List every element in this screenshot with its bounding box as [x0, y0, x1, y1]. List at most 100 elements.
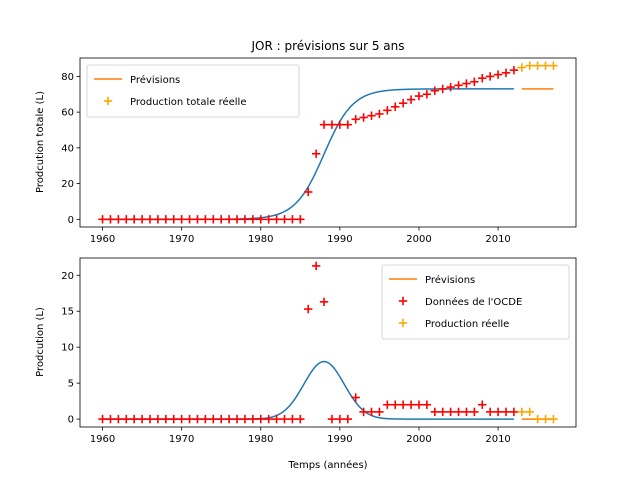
- top-oecd-point: [343, 120, 352, 129]
- bottom-oecd-point: [406, 400, 416, 409]
- bottom-oecd-point: [367, 407, 376, 417]
- bottom-xtick-label: 1960: [90, 434, 115, 445]
- bottom-xtick-label: 1990: [327, 434, 352, 445]
- top-oecd-point: [114, 215, 123, 224]
- bottom-ylabel: Prodcution (L): [35, 307, 46, 377]
- bottom-oecd-point: [351, 393, 360, 402]
- bottom-oecd-point: [185, 414, 194, 424]
- bottom-oecd-point: [383, 400, 392, 409]
- top-real-point: [533, 61, 542, 70]
- bottom-oecd-point: [327, 414, 337, 424]
- top-xtick-label: 1960: [90, 234, 115, 245]
- bottom-xtick-label: 2000: [406, 434, 431, 445]
- bottom-oecd-point: [272, 414, 281, 424]
- bottom-oecd-point: [169, 414, 178, 424]
- bottom-oecd-point: [493, 407, 503, 417]
- bottom-oecd-point: [114, 414, 123, 424]
- top-oecd-point: [485, 72, 495, 81]
- bottom-oecd-point: [509, 407, 519, 417]
- bottom-oecd-point: [224, 414, 234, 424]
- top-ytick-label: 20: [61, 179, 74, 190]
- bottom-legend: Prévisions Données de l'OCDE Production ré…: [381, 264, 570, 340]
- bottom-oecd-point: [478, 400, 487, 409]
- top-oecd-point: [161, 215, 171, 224]
- bottom-oecd-point: [129, 414, 139, 424]
- bottom-oecd-point: [311, 261, 321, 271]
- bottom-oecd-point: [256, 414, 265, 424]
- top-oecd-point: [509, 65, 519, 75]
- top-oecd-point: [209, 215, 218, 224]
- top-ytick-label: 60: [61, 108, 74, 119]
- bottom-oecd-point: [288, 414, 297, 424]
- top-ytick-label: 40: [61, 143, 74, 154]
- bottom-oecd-point: [319, 297, 329, 307]
- top-legend-label: Prévisions: [130, 74, 180, 86]
- bottom-oecd-point: [335, 414, 345, 424]
- top-oecd-point: [98, 215, 107, 224]
- bottom-axes-frame: [79, 257, 577, 428]
- bottom-xtick-label: 2010: [485, 434, 510, 445]
- top-oecd-point: [145, 215, 155, 224]
- bottom-oecd-point: [209, 414, 218, 424]
- bottom-oecd-point: [122, 414, 131, 424]
- top-xtick-label: 1970: [169, 234, 194, 245]
- bottom-real-point: [533, 414, 542, 424]
- top-oecd-point: [367, 111, 376, 120]
- bottom-oecd-point: [98, 414, 107, 424]
- top-xtick-label: 2000: [406, 234, 431, 245]
- bottom-oecd-point: [280, 414, 289, 424]
- top-oecd-point: [264, 215, 273, 224]
- top-legend-label: Production totale réelle: [130, 96, 246, 108]
- bottom-oecd-point: [248, 414, 258, 424]
- top-ytick-label: 0: [68, 215, 74, 226]
- top-oecd-point: [327, 120, 337, 129]
- bottom-oecd-point: [161, 414, 171, 424]
- top-oecd-point: [288, 215, 297, 224]
- bottom-oecd-point: [462, 407, 471, 417]
- top-real-point: [549, 61, 558, 70]
- top-real-point: [517, 63, 527, 72]
- bottom-real-point: [525, 407, 534, 417]
- bottom-ytick-label: 15: [61, 307, 74, 318]
- top-oecd-point: [224, 215, 234, 224]
- top-oecd-point: [217, 215, 226, 224]
- bottom-oecd-point: [398, 400, 408, 409]
- top-oecd-point: [193, 215, 202, 224]
- bottom-legend-marker-handle: [398, 318, 408, 328]
- top-axes-frame: [79, 57, 577, 228]
- chart-title: JOR : prévisions sur 5 ans: [251, 39, 405, 53]
- top-oecd-point: [311, 149, 321, 158]
- top-oecd-point: [406, 95, 416, 104]
- top-oecd-point: [256, 215, 265, 224]
- top-oecd-point: [351, 115, 360, 124]
- bottom-panel: Prodcution (L) Temps (années) 1960 1970 19…: [35, 257, 577, 471]
- bottom-oecd-point: [454, 407, 463, 417]
- bottom-legend-label: Prévisions: [425, 274, 475, 286]
- top-panel: Prodcution totale (L) 1960 1970 1980 1990 20…: [35, 57, 577, 245]
- bottom-legend-label: Données de l'OCDE: [425, 296, 522, 308]
- top-oecd-point: [232, 215, 242, 224]
- bottom-legend-box: [381, 264, 570, 340]
- bottom-real-point: [549, 414, 558, 424]
- bottom-oecd-point: [446, 407, 455, 417]
- bottom-oecd-point: [359, 407, 368, 417]
- top-oecd-point: [335, 120, 345, 129]
- top-legend-marker-handle: [103, 96, 113, 106]
- top-oecd-point: [454, 81, 463, 90]
- top-xtick-label: 2010: [485, 234, 510, 245]
- bottom-legend-marker-handle: [398, 296, 408, 306]
- top-oecd-point: [414, 91, 424, 101]
- bottom-oecd-point: [201, 414, 210, 424]
- bottom-ytick-label: 10: [61, 343, 74, 354]
- bottom-legend-label: Production réelle: [425, 318, 509, 330]
- top-oecd-point: [391, 102, 400, 111]
- bottom-oecd-point: [296, 414, 305, 424]
- top-oecd-point: [430, 86, 439, 95]
- top-oecd-point: [319, 120, 329, 129]
- bottom-oecd-point: [177, 414, 186, 424]
- bottom-oecd-point: [391, 400, 400, 409]
- top-oecd-point: [137, 215, 147, 224]
- bottom-oecd-point: [343, 414, 352, 424]
- top-oecd-point: [201, 215, 210, 224]
